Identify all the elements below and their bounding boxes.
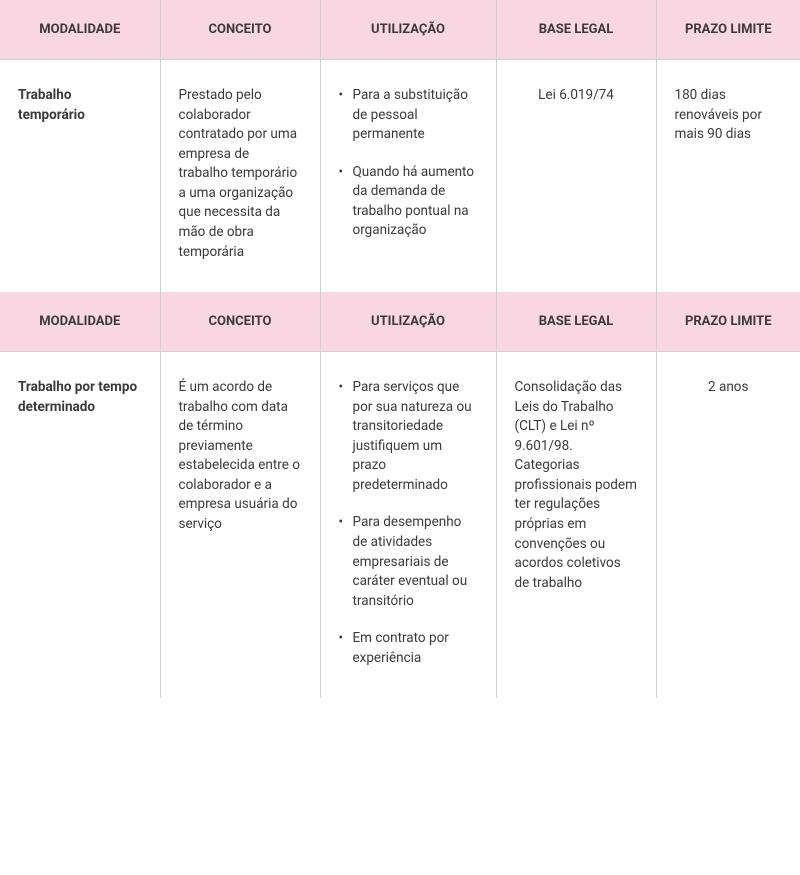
utilizacao-item: Para a substituição de pessoal permanent… (339, 86, 478, 145)
header-prazo-limite: PRAZO LIMITE (656, 0, 800, 60)
header-utilizacao: UTILIZAÇÃO (320, 292, 496, 352)
header-row-1: MODALIDADE CONCEITO UTILIZAÇÃO BASE LEGA… (0, 292, 800, 352)
header-row-0: MODALIDADE CONCEITO UTILIZAÇÃO BASE LEGA… (0, 0, 800, 60)
utilizacao-list-1: Para serviços que por sua natureza ou tr… (339, 378, 478, 668)
data-row-0: Trabalho temporário Prestado pelo colabo… (0, 60, 800, 293)
header-conceito: CONCEITO (160, 292, 320, 352)
cell-prazo-limite-0: 180 dias renováveis por mais 90 dias (656, 60, 800, 293)
cell-modalidade-1: Trabalho por tempo determinado (0, 352, 160, 699)
header-prazo-limite: PRAZO LIMITE (656, 292, 800, 352)
header-conceito: CONCEITO (160, 0, 320, 60)
utilizacao-item: Quando há aumento da demanda de trabalho… (339, 163, 478, 241)
header-utilizacao: UTILIZAÇÃO (320, 0, 496, 60)
cell-conceito-0: Prestado pelo colaborador contratado por… (160, 60, 320, 293)
cell-modalidade-0: Trabalho temporário (0, 60, 160, 293)
utilizacao-item: Para serviços que por sua natureza ou tr… (339, 378, 478, 495)
cell-utilizacao-0: Para a substituição de pessoal permanent… (320, 60, 496, 293)
cell-base-legal-1: Consolidação das Leis do Trabalho (CLT) … (496, 352, 656, 699)
cell-conceito-1: É um acordo de trabalho com data de térm… (160, 352, 320, 699)
utilizacao-item: Para desempenho de atividades empresaria… (339, 513, 478, 611)
cell-utilizacao-1: Para serviços que por sua natureza ou tr… (320, 352, 496, 699)
header-base-legal: BASE LEGAL (496, 0, 656, 60)
header-base-legal: BASE LEGAL (496, 292, 656, 352)
cell-prazo-limite-1: 2 anos (656, 352, 800, 699)
header-modalidade: MODALIDADE (0, 292, 160, 352)
labor-modalities-table: MODALIDADE CONCEITO UTILIZAÇÃO BASE LEGA… (0, 0, 800, 698)
utilizacao-item: Em contrato por experiência (339, 629, 478, 668)
utilizacao-list-0: Para a substituição de pessoal permanent… (339, 86, 478, 241)
cell-base-legal-0: Lei 6.019/74 (496, 60, 656, 293)
data-row-1: Trabalho por tempo determinado É um acor… (0, 352, 800, 699)
header-modalidade: MODALIDADE (0, 0, 160, 60)
